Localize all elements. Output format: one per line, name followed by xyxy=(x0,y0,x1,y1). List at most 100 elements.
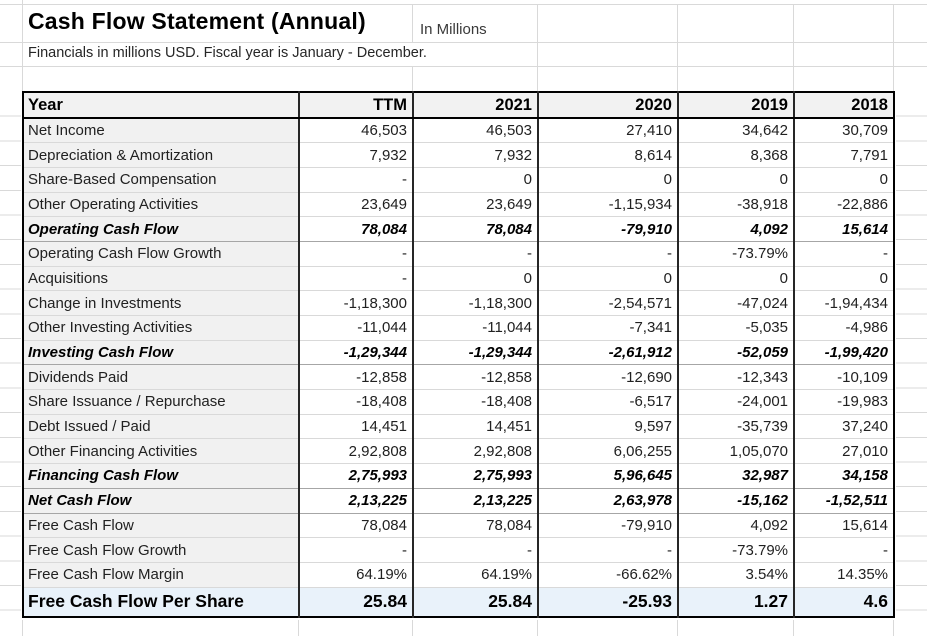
cell-value: 5,96,645 xyxy=(537,463,678,489)
table-row: Share Issuance / Repurchase -18,408 -18,40… xyxy=(23,389,894,415)
table-row: Net Cash Flow 2,13,225 2,13,225 2,63,978 -15… xyxy=(23,487,894,514)
column-header-2020: 2020 xyxy=(537,92,678,119)
cell-value: 34,642 xyxy=(677,118,794,144)
gridline xyxy=(893,4,894,91)
cell-value: 4,092 xyxy=(677,216,794,242)
gridline xyxy=(412,66,413,91)
table-row: Free Cash Flow Growth - - - -73.79% - xyxy=(23,537,894,563)
row-label: Debt Issued / Paid xyxy=(23,414,299,440)
cell-value: -24,001 xyxy=(677,389,794,415)
cell-value: -35,739 xyxy=(677,414,794,440)
column-header-year: Year xyxy=(23,92,299,119)
cell-value: -12,343 xyxy=(677,364,794,391)
cell-value: 0 xyxy=(677,167,794,193)
cell-value: -12,690 xyxy=(537,364,678,391)
cell-value: 78,084 xyxy=(298,216,413,242)
cell-value: -22,886 xyxy=(793,192,894,218)
table-row: Debt Issued / Paid 14,451 14,451 9,597 -35,7… xyxy=(23,414,894,440)
cell-value: 3.54% xyxy=(677,562,794,588)
table-row: Depreciation & Amortization 7,932 7,932 8,6… xyxy=(23,142,894,168)
cell-value: -1,18,300 xyxy=(412,290,538,316)
cell-value: - xyxy=(298,266,413,292)
cell-value: 8,614 xyxy=(537,142,678,168)
cell-value: - xyxy=(537,241,678,267)
cell-value: - xyxy=(793,241,894,267)
cell-value: 7,791 xyxy=(793,142,894,168)
row-label: Investing Cash Flow xyxy=(23,339,299,366)
cell-value: -11,044 xyxy=(298,315,413,341)
unit-label: In Millions xyxy=(420,21,487,38)
table-row: Operating Cash Flow 78,084 78,084 -79,910 4,… xyxy=(23,216,894,242)
gridline xyxy=(793,4,794,91)
row-label: Depreciation & Amortization xyxy=(23,142,299,168)
cell-value: 64.19% xyxy=(412,562,538,588)
cell-value: 32,987 xyxy=(677,463,794,489)
cell-value: 30,709 xyxy=(793,118,894,144)
cell-value: 25.84 xyxy=(298,586,413,618)
table-body: Net Income 46,503 46,503 27,410 34,642 30,709… xyxy=(23,118,894,618)
cell-value: 2,63,978 xyxy=(537,487,678,514)
gutter-rowlines xyxy=(0,92,21,618)
cell-value: -12,858 xyxy=(412,364,538,391)
row-label: Dividends Paid xyxy=(23,364,299,391)
cell-value: -2,54,571 xyxy=(537,290,678,316)
gridline xyxy=(412,4,413,42)
table-header: Year TTM 2021 2020 2019 2018 xyxy=(23,92,894,119)
cell-value: - xyxy=(793,537,894,563)
table-row: Change in Investments -1,18,300 -1,18,300-… xyxy=(23,290,894,316)
cell-value: - xyxy=(298,241,413,267)
gridline xyxy=(677,620,678,636)
cell-value: -15,162 xyxy=(677,487,794,514)
gridline xyxy=(893,620,894,636)
cell-value: 0 xyxy=(537,266,678,292)
cell-value: -11,044 xyxy=(412,315,538,341)
gridline xyxy=(0,4,927,5)
cell-value: -18,408 xyxy=(298,389,413,415)
cell-value: 0 xyxy=(793,266,894,292)
cell-value: - xyxy=(298,167,413,193)
cell-value: 78,084 xyxy=(412,513,538,539)
cell-value: 15,614 xyxy=(793,513,894,539)
table-row: Dividends Paid -12,858 -12,858 -12,690 -12,3… xyxy=(23,364,894,391)
cell-value: 27,010 xyxy=(793,438,894,465)
row-label: Net Income xyxy=(23,118,299,144)
column-header-ttm: TTM xyxy=(298,92,413,119)
cell-value: -2,61,912 xyxy=(537,339,678,366)
cell-value: -79,910 xyxy=(537,216,678,242)
cell-value: 0 xyxy=(412,266,538,292)
gridline xyxy=(0,66,927,67)
table-row: Other Operating Activities 23,649 23,649 -1… xyxy=(23,192,894,218)
cell-value: 0 xyxy=(677,266,794,292)
cell-value: 1.27 xyxy=(677,586,794,618)
row-label: Net Cash Flow xyxy=(23,487,299,514)
cell-value: - xyxy=(412,241,538,267)
row-label: Free Cash Flow Per Share xyxy=(23,586,299,618)
row-label: Operating Cash Flow xyxy=(23,216,299,242)
cell-value: -12,858 xyxy=(298,364,413,391)
cell-value: 14,451 xyxy=(298,414,413,440)
cell-value: 8,368 xyxy=(677,142,794,168)
table-row: Share-Based Compensation -0 0 0 0 xyxy=(23,167,894,193)
row-label: Financing Cash Flow xyxy=(23,463,299,489)
cell-value: -1,52,511 xyxy=(793,487,894,514)
cell-value: 0 xyxy=(412,167,538,193)
table-row: Financing Cash Flow 2,75,993 2,75,993 5,96,… xyxy=(23,463,894,489)
table-row: Investing Cash Flow -1,29,344 -1,29,344 -2,… xyxy=(23,339,894,366)
cell-value: -52,059 xyxy=(677,339,794,366)
cell-value: - xyxy=(298,537,413,563)
cell-value: 2,13,225 xyxy=(298,487,413,514)
table-row: Net Income 46,503 46,503 27,410 34,642 30,709 xyxy=(23,118,894,144)
row-label: Change in Investments xyxy=(23,290,299,316)
row-label: Free Cash Flow xyxy=(23,513,299,539)
cell-value: 25.84 xyxy=(412,586,538,618)
cell-value: 0 xyxy=(793,167,894,193)
cell-value: -25.93 xyxy=(537,586,678,618)
cell-value: 4.6 xyxy=(793,586,894,618)
cell-value: 0 xyxy=(537,167,678,193)
cell-value: 27,410 xyxy=(537,118,678,144)
gridline xyxy=(677,4,678,91)
row-label: Share Issuance / Repurchase xyxy=(23,389,299,415)
header-row: Year TTM 2021 2020 2019 2018 xyxy=(23,92,894,119)
column-header-2019: 2019 xyxy=(677,92,794,119)
cell-value: -5,035 xyxy=(677,315,794,341)
